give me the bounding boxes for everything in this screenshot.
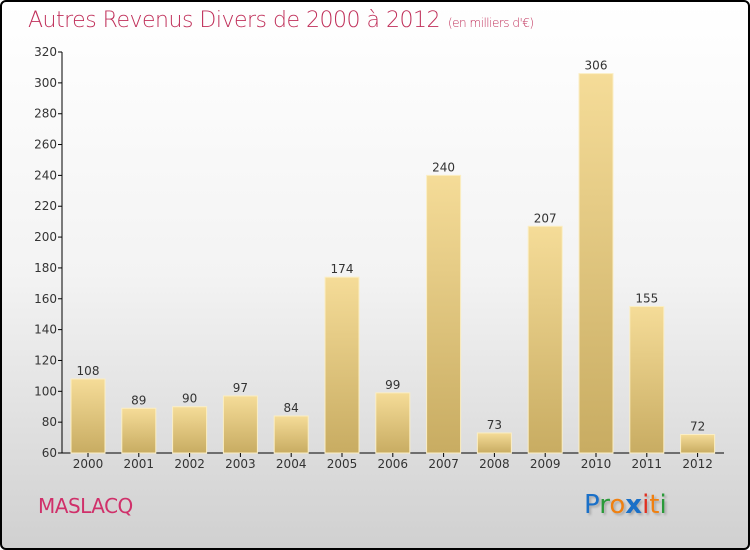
data-label: 207 bbox=[534, 211, 557, 225]
bar bbox=[121, 407, 157, 454]
y-tick-label: 100 bbox=[34, 384, 57, 398]
data-label: 90 bbox=[182, 392, 197, 406]
data-label: 174 bbox=[331, 262, 354, 276]
bar bbox=[476, 432, 512, 454]
y-tick-label: 180 bbox=[34, 261, 57, 275]
data-label: 108 bbox=[77, 364, 100, 378]
bar bbox=[426, 174, 462, 454]
x-tick-label: 2010 bbox=[581, 457, 612, 471]
data-label: 73 bbox=[487, 418, 502, 432]
x-tick-label: 2009 bbox=[530, 457, 561, 471]
x-tick-label: 2007 bbox=[428, 457, 459, 471]
y-tick-label: 240 bbox=[34, 168, 57, 182]
bar bbox=[172, 406, 208, 454]
data-label: 72 bbox=[690, 419, 705, 433]
data-label: 84 bbox=[284, 401, 299, 415]
y-tick-label: 200 bbox=[34, 230, 57, 244]
y-tick-label: 120 bbox=[34, 353, 57, 367]
bar bbox=[375, 392, 411, 454]
y-tick-label: 60 bbox=[42, 446, 57, 460]
x-tick-label: 2001 bbox=[124, 457, 155, 471]
y-tick-label: 220 bbox=[34, 199, 57, 213]
data-label: 240 bbox=[432, 160, 455, 174]
bar bbox=[70, 378, 106, 454]
x-tick-label: 2006 bbox=[378, 457, 409, 471]
data-label: 155 bbox=[635, 291, 658, 305]
y-tick-label: 320 bbox=[34, 45, 57, 59]
town-name: MASLACQ bbox=[38, 494, 133, 518]
y-tick-label: 280 bbox=[34, 107, 57, 121]
data-label: 99 bbox=[385, 378, 400, 392]
x-tick-label: 2011 bbox=[632, 457, 663, 471]
y-tick-label: 260 bbox=[34, 138, 57, 152]
y-tick-label: 140 bbox=[34, 323, 57, 337]
y-tick-label: 80 bbox=[42, 415, 57, 429]
y-tick-label: 300 bbox=[34, 76, 57, 90]
data-label: 97 bbox=[233, 381, 248, 395]
proxiti-logo: Proxiti bbox=[584, 490, 667, 520]
data-label: 89 bbox=[131, 393, 146, 407]
bar bbox=[324, 276, 360, 454]
data-label: 306 bbox=[585, 59, 608, 73]
bar bbox=[527, 225, 563, 454]
x-tick-label: 2005 bbox=[327, 457, 358, 471]
bar bbox=[222, 395, 258, 454]
bar bbox=[680, 433, 716, 454]
x-tick-label: 2008 bbox=[479, 457, 510, 471]
unit-label: (en milliers d'€) bbox=[447, 16, 534, 30]
y-tick-label: 160 bbox=[34, 292, 57, 306]
x-tick-label: 2002 bbox=[174, 457, 205, 471]
x-tick-label: 2000 bbox=[73, 457, 104, 471]
x-tick-label: 2004 bbox=[276, 457, 307, 471]
bar bbox=[273, 415, 309, 454]
bar bbox=[578, 73, 614, 454]
title-text: Autres Revenus Divers de 2000 à 2012 bbox=[28, 8, 440, 33]
x-tick-label: 2003 bbox=[225, 457, 256, 471]
bar bbox=[629, 305, 665, 454]
x-tick-label: 2012 bbox=[682, 457, 713, 471]
chart-title: Autres Revenus Divers de 2000 à 2012 (en … bbox=[28, 8, 534, 33]
